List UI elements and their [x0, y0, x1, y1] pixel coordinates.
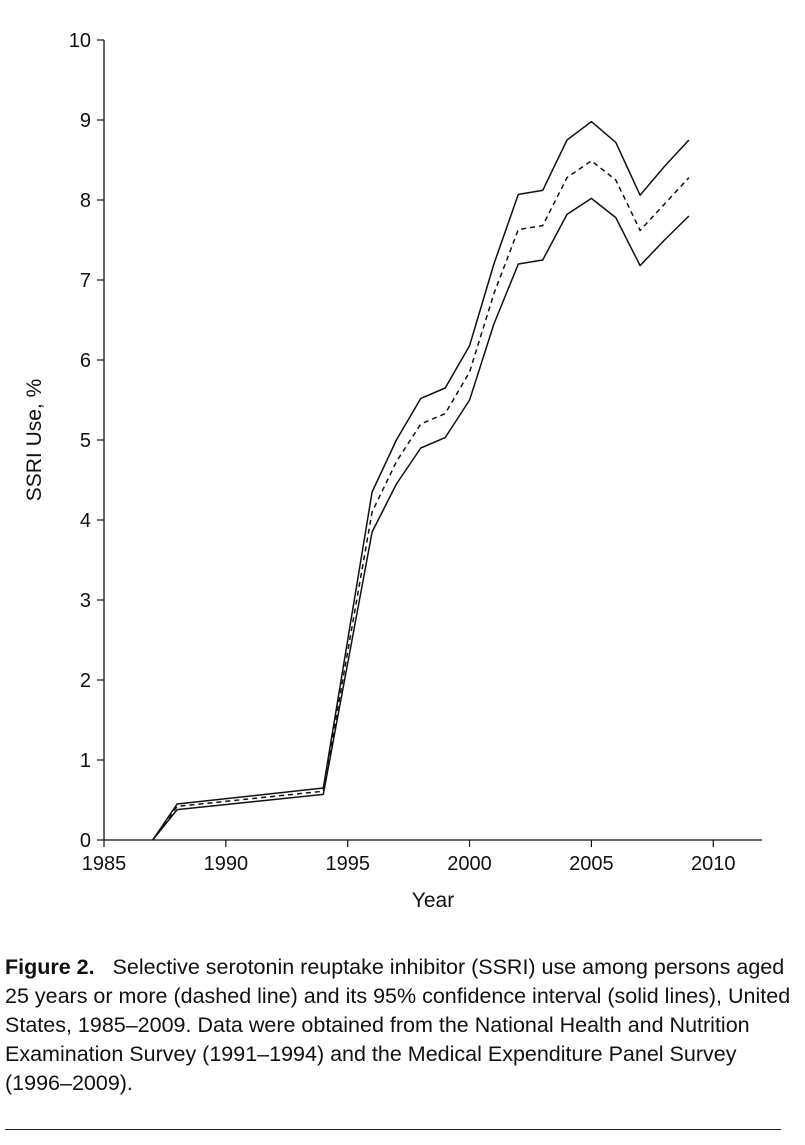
y-tick-label: 3	[80, 590, 91, 612]
y-tick-label: 2	[80, 670, 91, 692]
y-tick-label: 4	[80, 510, 91, 532]
x-tick-label: 1990	[204, 853, 249, 875]
x-tick-label: 1995	[325, 853, 370, 875]
y-tick-label: 8	[80, 190, 91, 212]
x-tick-label: 1985	[82, 853, 127, 875]
series-group	[152, 120, 690, 841]
caption-text: Selective serotonin reuptake inhibitor (…	[5, 955, 791, 1095]
x-tick-label: 2005	[569, 853, 614, 875]
caption-label: Figure 2.	[5, 955, 95, 979]
axes: 0 1 2 3 4 5 6 7 8 9 10 1985 1990 1995 2000 2005 2010	[69, 30, 762, 875]
line-chart: 0 1 2 3 4 5 6 7 8 9 10 1985 1990 1995 2000 2005 2010 Yea…	[23, 30, 762, 912]
x-axis-label: Year	[412, 889, 454, 912]
series-line-upper-ci	[152, 120, 690, 841]
series-line-lower-ci	[152, 197, 690, 841]
series-line-estimate	[152, 160, 690, 841]
y-tick-label: 6	[80, 350, 91, 372]
x-tick-label: 2000	[447, 853, 492, 875]
y-tick-label: 9	[80, 110, 91, 132]
y-tick-label: 10	[69, 30, 91, 52]
y-tick-label: 1	[80, 750, 91, 772]
y-tick-label: 7	[80, 270, 91, 292]
bottom-rule	[5, 1129, 781, 1130]
y-tick-label: 0	[80, 830, 91, 852]
figure-caption: Figure 2. Selective serotonin reuptake i…	[5, 953, 795, 1098]
y-axis-label: SSRI Use, %	[23, 379, 46, 502]
x-tick-label: 2010	[691, 853, 736, 875]
y-tick-label: 5	[80, 430, 91, 452]
